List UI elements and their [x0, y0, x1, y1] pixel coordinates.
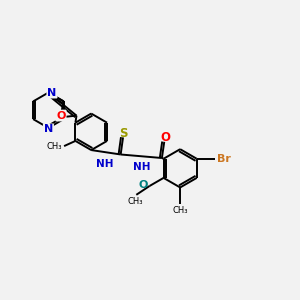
- Text: NH: NH: [96, 159, 113, 169]
- Text: S: S: [119, 127, 128, 140]
- Text: CH₃: CH₃: [127, 197, 142, 206]
- Text: N: N: [47, 88, 57, 98]
- Text: CH₃: CH₃: [172, 206, 188, 215]
- Text: O: O: [139, 180, 148, 190]
- Text: CH₃: CH₃: [46, 142, 62, 151]
- Text: Br: Br: [217, 154, 231, 164]
- Text: O: O: [56, 110, 66, 121]
- Text: NH: NH: [133, 161, 150, 172]
- Text: N: N: [44, 124, 53, 134]
- Text: O: O: [161, 131, 171, 145]
